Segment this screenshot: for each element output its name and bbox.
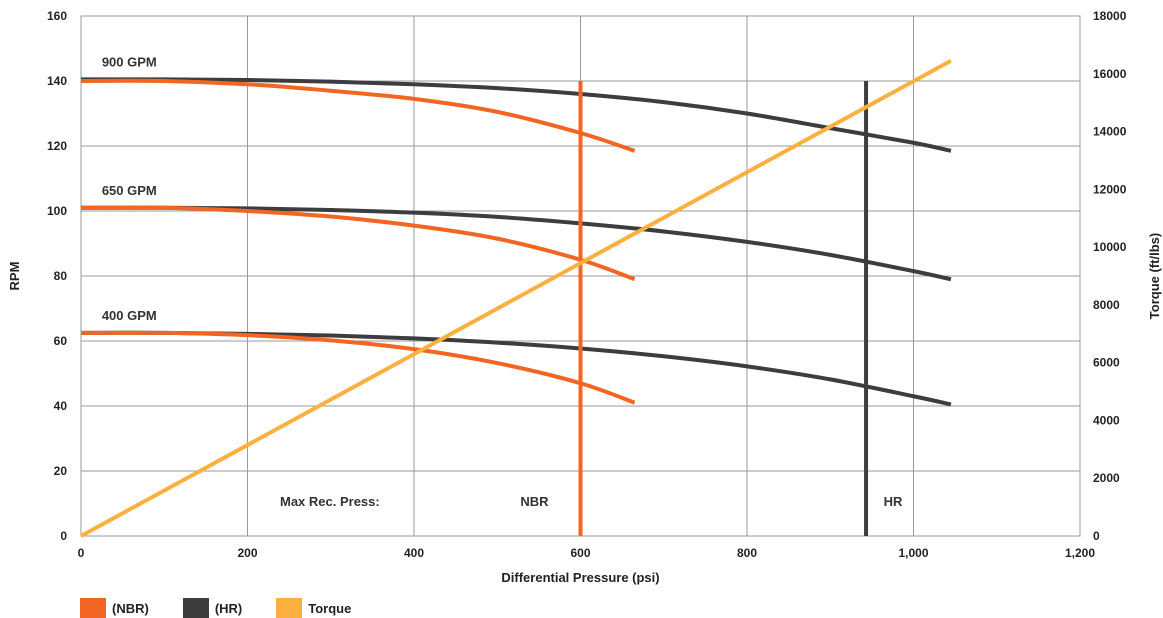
legend-label-nbr: (NBR)	[112, 600, 149, 616]
y-tick-label: 140	[47, 74, 67, 88]
legend-item-torque: Torque	[276, 598, 351, 618]
y-tick-label: 120	[47, 139, 67, 153]
y-tick-label: 80	[54, 269, 68, 283]
y-tick-label: 160	[47, 9, 67, 23]
y2-tick-label: 18000	[1093, 9, 1127, 23]
x-tick-label: 1,000	[898, 546, 928, 560]
y2-tick-label: 0	[1093, 529, 1100, 543]
y2-tick-label: 2000	[1093, 471, 1120, 485]
x-tick-label: 1,200	[1065, 546, 1095, 560]
legend-swatch-torque	[276, 598, 303, 618]
legend-label-torque: Torque	[308, 600, 352, 616]
series-line-nbr-400-gpm	[80, 330, 636, 405]
flow-label: 900 GPM	[102, 54, 157, 69]
max-rec-label: Max Rec. Press:	[280, 494, 380, 509]
annotations: 900 GPM 650 GPM 400 GPM Max Rec. Press: NBR H…	[102, 54, 903, 509]
series-line-torque	[80, 59, 952, 538]
y2-tick-label: 8000	[1093, 298, 1120, 312]
y-tick-label: 60	[54, 334, 68, 348]
flow-label: 650 GPM	[102, 183, 157, 198]
y-tick-label: 20	[54, 464, 68, 478]
x-tick-label: 400	[404, 546, 424, 560]
y2-tick-label: 16000	[1093, 67, 1127, 81]
legend-label-hr: (HR)	[214, 600, 243, 616]
series-line-nbr-650-gpm	[80, 205, 636, 282]
legend-item-nbr: (NBR)	[80, 598, 149, 618]
legend-swatch-nbr	[80, 598, 106, 618]
x-tick-label: 600	[570, 546, 590, 560]
max-rec-label-nbr: NBR	[520, 494, 549, 509]
y2-tick-label: 10000	[1093, 240, 1127, 254]
y2-tick-label: 6000	[1093, 356, 1120, 370]
x-axis-title: Differential Pressure (psi)	[501, 570, 659, 585]
x-tick-label: 0	[78, 546, 85, 560]
y-tick-label: 100	[47, 204, 67, 218]
max-rec-label-hr: HR	[884, 494, 903, 509]
flow-label: 400 GPM	[102, 308, 157, 323]
y2-tick-label: 14000	[1093, 125, 1127, 139]
legend: (NBR) (HR) Torque	[80, 598, 385, 618]
axes: 0 200 400 600 800 1,000 1,200 0 20 40 60 80 100 120 14…	[7, 9, 1162, 585]
series-layer	[80, 59, 952, 538]
series-line-nbr-900-gpm	[80, 78, 636, 153]
x-tick-label: 200	[237, 546, 257, 560]
y2-axis-title: Torque (ft/lbs)	[1147, 233, 1162, 319]
y-tick-label: 40	[54, 399, 68, 413]
x-tick-label: 800	[737, 546, 757, 560]
y-tick-label: 0	[60, 529, 67, 543]
y-axis-title: RPM	[7, 262, 22, 291]
y2-tick-label: 12000	[1093, 182, 1127, 196]
legend-item-hr: (HR)	[182, 598, 243, 618]
y2-tick-label: 4000	[1093, 413, 1120, 427]
series-line-hr-650-gpm	[80, 205, 952, 282]
legend-swatch-hr	[182, 598, 209, 618]
